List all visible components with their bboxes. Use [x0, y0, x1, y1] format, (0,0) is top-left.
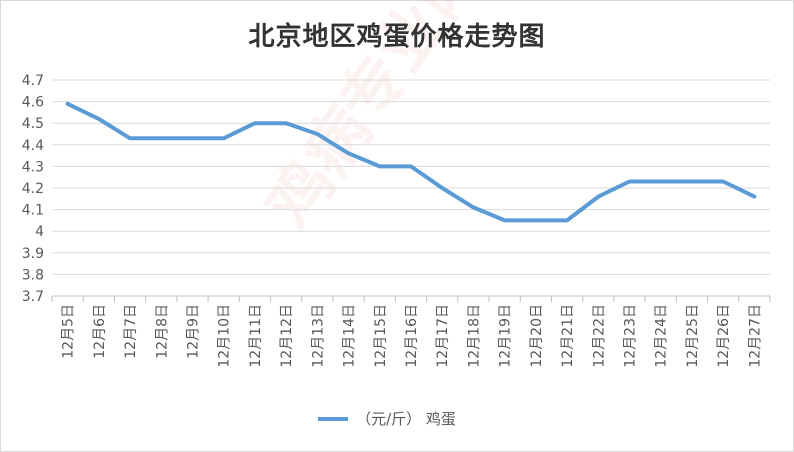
y-tick-label: 4.6	[22, 95, 44, 111]
x-tick-labels: 12月5日 12月6日 12月7日 12月8日 12月9日 12月10日 12月11日 12月…	[61, 304, 764, 368]
x-tick-label: 12月16日	[404, 304, 420, 368]
x-tick-label: 12月12日	[279, 304, 295, 368]
y-tick-label: 4	[35, 224, 44, 240]
x-tick-label: 12月13日	[310, 304, 326, 368]
legend-swatch	[318, 416, 349, 421]
series-group	[65, 101, 757, 223]
y-tick-label: 4.1	[22, 203, 44, 219]
y-tick-label: 3.8	[22, 267, 44, 283]
x-axis	[51, 295, 771, 302]
gridlines	[52, 79, 770, 275]
x-tick-label: 12月5日	[61, 304, 77, 359]
x-tick-label: 12月24日	[654, 304, 670, 368]
x-tick-label: 12月11日	[248, 304, 264, 368]
y-tick-label: 4.4	[22, 138, 44, 154]
x-tick-label: 12月21日	[560, 304, 576, 368]
x-tick-label: 12月25日	[685, 304, 701, 368]
legend-label: （元/斤） 鸡蛋	[356, 410, 456, 428]
y-tick-label: 4.3	[22, 159, 44, 175]
y-tick-label: 4.7	[22, 73, 44, 89]
chart-title: 北京地区鸡蛋价格走势图	[248, 22, 546, 52]
x-tick-label: 12月23日	[623, 304, 639, 368]
y-tick-label: 4.2	[22, 181, 44, 197]
y-tick-label: 4.5	[22, 116, 44, 132]
x-tick-label: 12月15日	[373, 304, 389, 368]
x-tick-label: 12月18日	[466, 304, 482, 368]
x-tick-label: 12月14日	[342, 304, 358, 368]
x-tick-label: 12月19日	[498, 304, 514, 368]
x-tick-label: 12月8日	[154, 304, 170, 359]
x-tick-label: 12月26日	[716, 304, 732, 368]
y-tick-label: 3.7	[22, 289, 44, 305]
legend: （元/斤） 鸡蛋	[0, 408, 794, 429]
y-tick-label: 3.9	[22, 246, 44, 262]
x-tick-label: 12月9日	[185, 304, 201, 359]
x-tick-label: 12月7日	[123, 304, 139, 359]
x-tick-label: 12月27日	[747, 304, 763, 368]
series-line	[65, 101, 757, 223]
x-tick-label: 12月22日	[591, 304, 607, 368]
x-tick-label: 12月17日	[435, 304, 451, 368]
x-tick-label: 12月20日	[529, 304, 545, 368]
y-tick-labels: 3.7 3.8 3.9 4 4.1 4.2 4.3 4.4 4.5 4.6 4.7	[22, 73, 44, 305]
x-tick-label: 12月10日	[217, 304, 233, 368]
x-tick-label: 12月6日	[92, 304, 108, 359]
